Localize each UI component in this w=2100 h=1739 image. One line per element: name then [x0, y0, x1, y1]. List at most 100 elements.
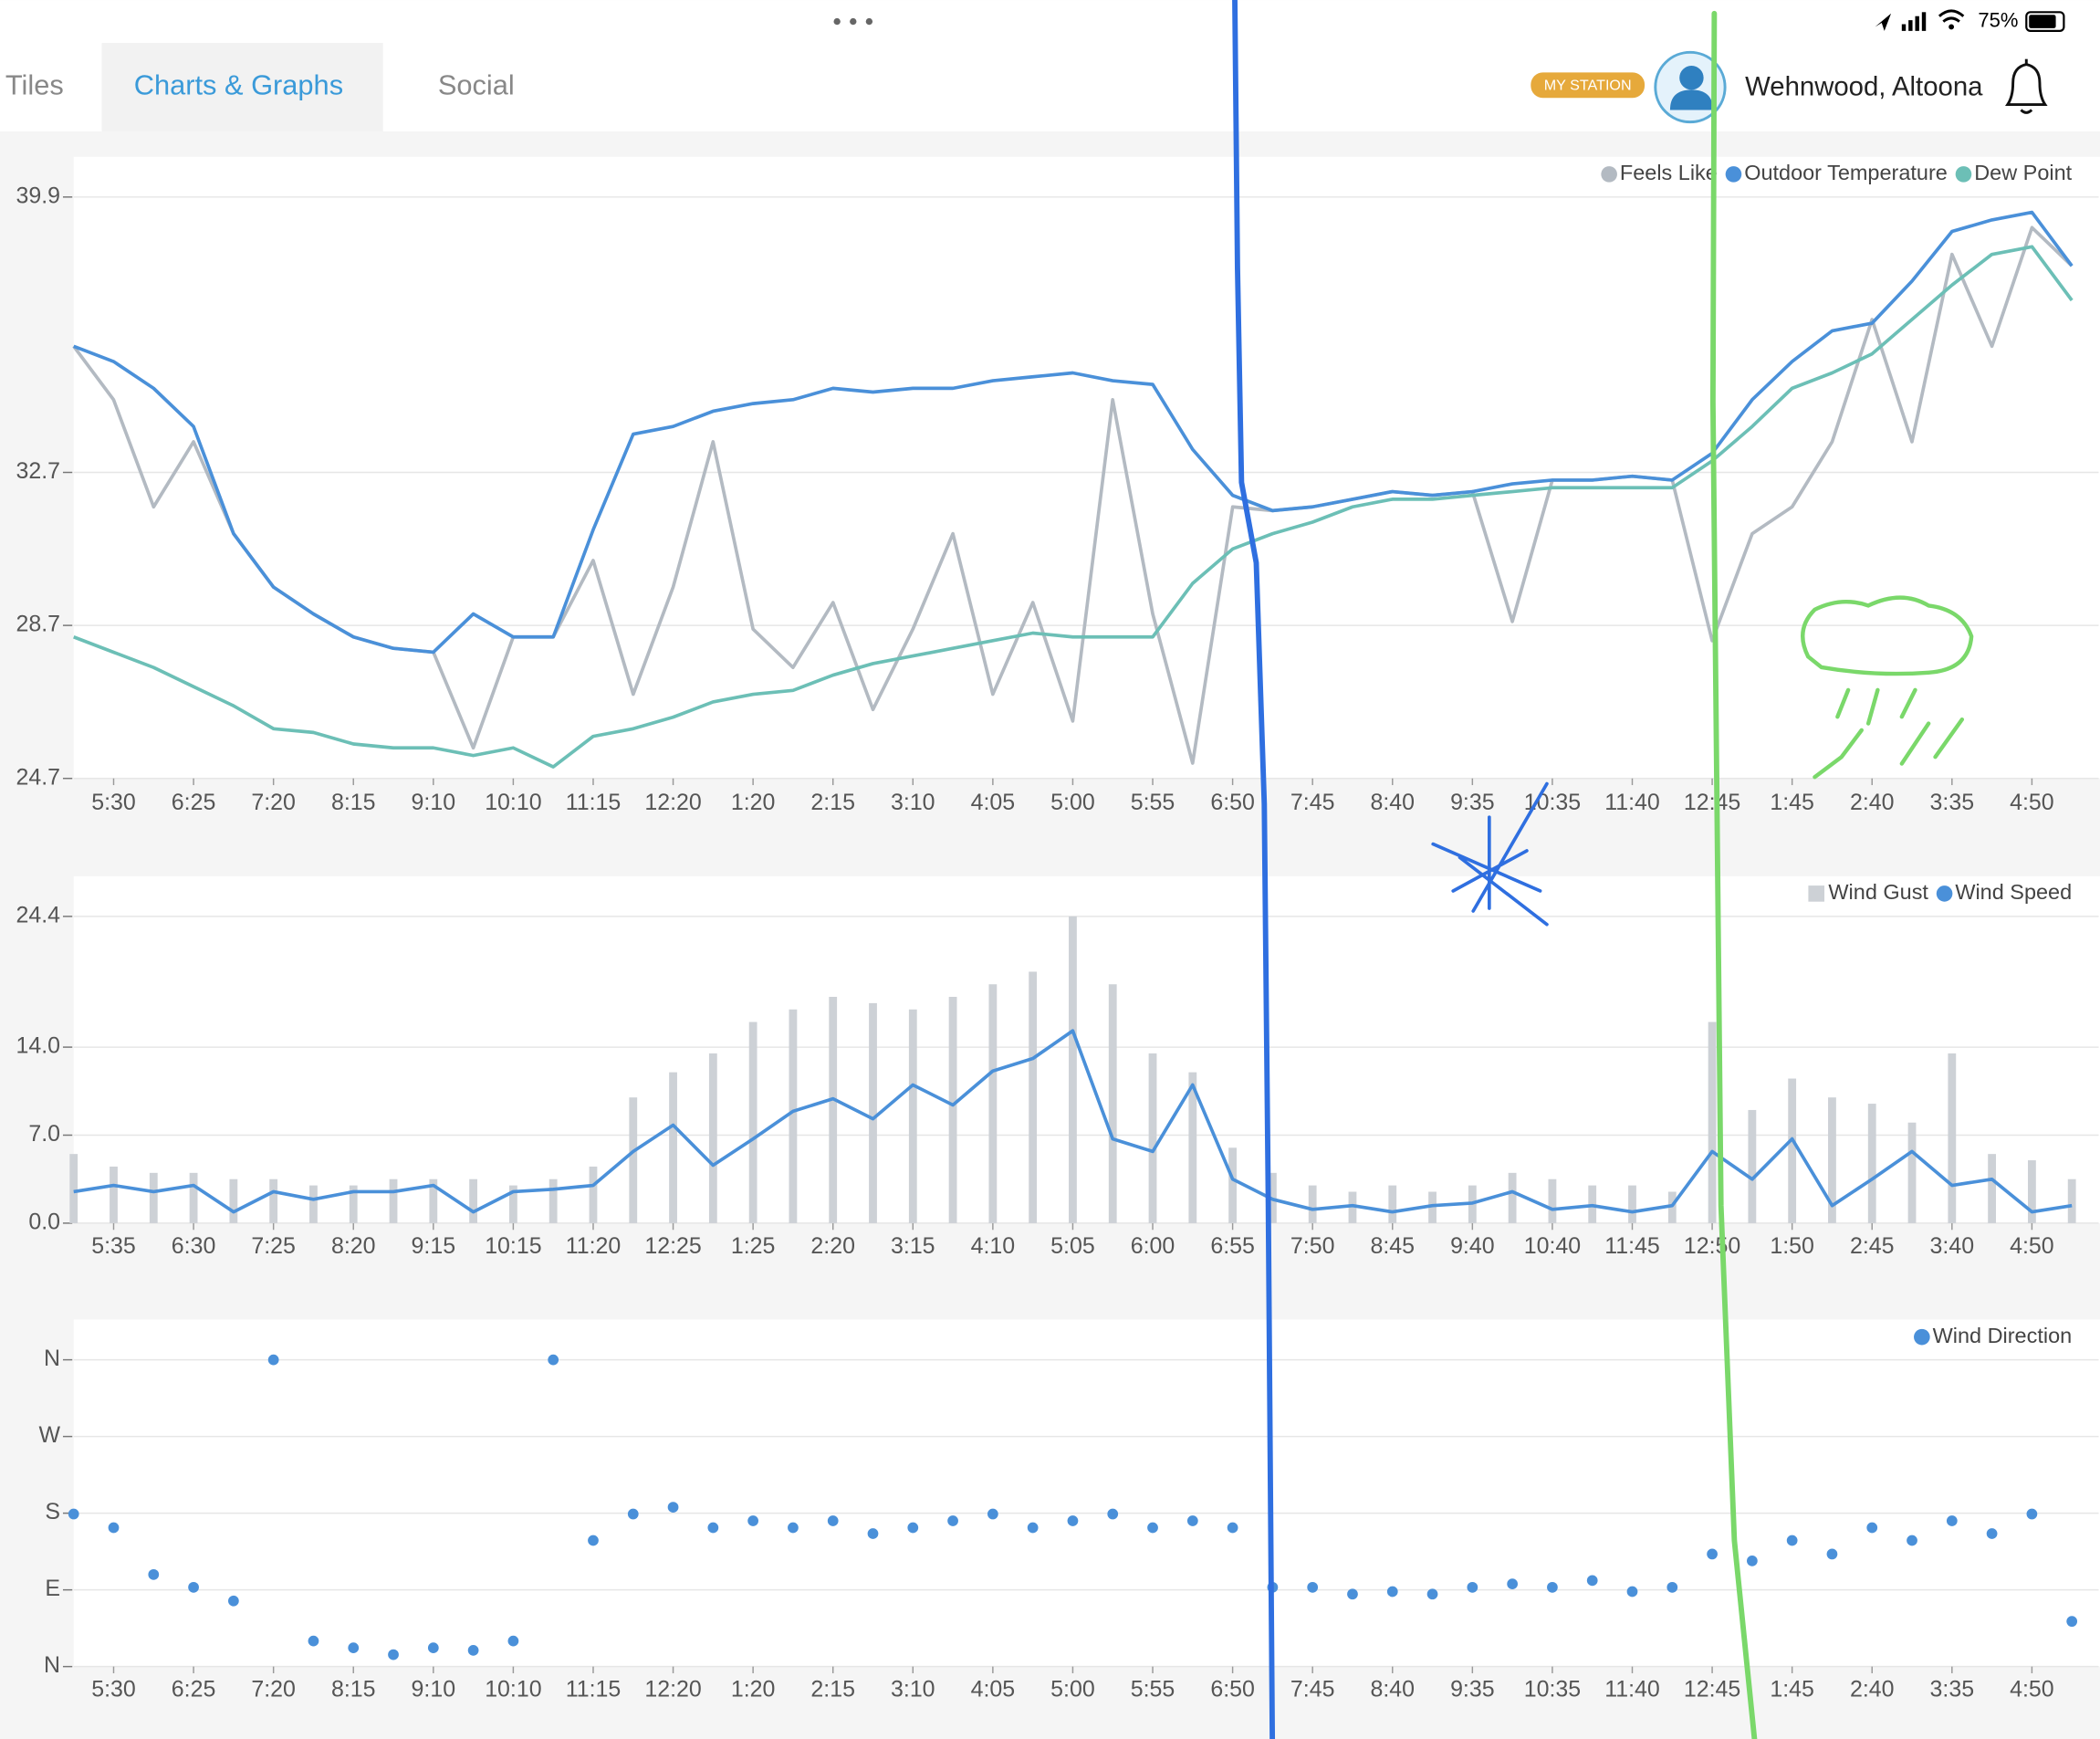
- notification-bell[interactable]: [2005, 58, 2048, 114]
- point: [227, 1595, 239, 1607]
- x-tick-label: 4:10: [971, 1233, 1016, 1259]
- bar: [469, 1179, 478, 1223]
- x-tick-label: 6:50: [1210, 790, 1255, 815]
- location-name[interactable]: Wehnwood, Altoona: [1745, 72, 1983, 102]
- x-tick-label: 1:45: [1770, 1677, 1814, 1702]
- x-tick-label: 4:05: [971, 790, 1016, 815]
- x-tick-label: 11:20: [566, 1233, 622, 1259]
- series-line: [73, 245, 2074, 769]
- point: [1866, 1522, 1878, 1534]
- point: [1786, 1535, 1798, 1546]
- x-tick-label: 12:50: [1684, 1233, 1740, 1259]
- point: [1707, 1548, 1718, 1560]
- legend-marker: [1955, 166, 1972, 183]
- x-tick-label: 3:35: [1930, 1677, 1975, 1702]
- charts: 24.7 28.7 32.7 39.9 5:30 6:25 7:20 8:15 9:10 10:1…: [16, 156, 2100, 1702]
- x-tick-label: 12:20: [644, 790, 701, 815]
- bar: [1788, 1078, 1797, 1223]
- x-tick-label: 12:20: [644, 1677, 701, 1702]
- x-tick-label: 6:00: [1131, 1233, 1175, 1259]
- x-tick-label: 3:10: [891, 1677, 935, 1702]
- x-tick-label: 3:10: [891, 790, 935, 815]
- bar: [1907, 1122, 1917, 1223]
- point: [1626, 1586, 1638, 1598]
- bar: [1188, 1072, 1197, 1223]
- legend-label: Dew Point: [1974, 161, 2072, 184]
- x-tick-label: 4:05: [971, 1677, 1016, 1702]
- point: [188, 1581, 199, 1593]
- hand-annotations: [1232, 0, 1974, 1739]
- point: [588, 1535, 599, 1546]
- x-tick-label: 5:05: [1050, 1233, 1095, 1259]
- point: [867, 1528, 879, 1539]
- x-tick-label: 6:55: [1210, 1233, 1255, 1259]
- bar: [1069, 916, 1077, 1223]
- point: [1467, 1581, 1478, 1593]
- x-tick-label: 7:45: [1290, 790, 1335, 815]
- x-tick-label: 2:40: [1850, 790, 1895, 815]
- legend-marker: [1936, 885, 1953, 902]
- point: [1746, 1556, 1758, 1566]
- x-tick-label: 5:35: [91, 1233, 136, 1259]
- chart: 0.0 7.0 14.0 24.4 5:35 6:30 7:25 8:20 9:15 10:15 1…: [16, 875, 2100, 1259]
- x-tick-label: 2:15: [810, 790, 855, 815]
- bar: [1708, 1021, 1717, 1223]
- x-tick-label: 8:15: [331, 790, 376, 815]
- x-tick-label: 1:45: [1770, 790, 1814, 815]
- x-tick-label: 8:45: [1370, 1233, 1415, 1259]
- point: [1147, 1522, 1158, 1534]
- tab-active[interactable]: Charts & Graphs: [134, 69, 343, 101]
- point: [348, 1642, 360, 1653]
- legend-label: Feels Like: [1620, 161, 1718, 184]
- bar: [429, 1179, 438, 1223]
- point: [707, 1522, 719, 1534]
- bar: [1348, 1191, 1357, 1223]
- avatar[interactable]: [1654, 50, 1727, 124]
- point: [388, 1649, 399, 1660]
- point: [1426, 1588, 1438, 1600]
- tab[interactable]: Social: [438, 69, 515, 101]
- plot-area: [73, 156, 2100, 779]
- x-tick-label: 4:50: [2010, 790, 2054, 815]
- point: [308, 1635, 319, 1647]
- x-tick-label: 12:45: [1684, 1677, 1740, 1702]
- x-tick-label: 6:50: [1210, 1677, 1255, 1702]
- point: [548, 1354, 559, 1366]
- bar: [908, 1009, 917, 1223]
- point: [467, 1645, 479, 1656]
- x-tick-label: 6:25: [172, 1677, 216, 1702]
- point: [1507, 1578, 1519, 1589]
- legend-label: Wind Speed: [1955, 880, 2072, 904]
- point: [1666, 1581, 1678, 1593]
- x-tick-label: 5:00: [1050, 1677, 1095, 1702]
- x-tick-label: 10:10: [485, 1677, 541, 1702]
- x-tick-label: 12:25: [644, 1233, 701, 1259]
- chart: N E S W N 5:30 6:25 7:20 8:15 9:10 10:10 11:15 12:20…: [38, 1319, 2100, 1702]
- bar: [589, 1166, 598, 1223]
- x-tick-label: 7:25: [251, 1233, 296, 1259]
- point: [507, 1635, 519, 1647]
- tab[interactable]: Tiles: [5, 69, 64, 101]
- y-tick-label: 39.9: [16, 183, 60, 208]
- x-tick-label: 5:55: [1131, 790, 1175, 815]
- bar: [829, 997, 838, 1223]
- bar: [110, 1166, 118, 1223]
- bar: [1828, 1097, 1836, 1223]
- legend-label: Outdoor Temperature: [1744, 161, 1948, 184]
- x-tick-label: 1:25: [731, 1233, 776, 1259]
- y-tick-label: 24.7: [16, 764, 60, 790]
- bar: [2027, 1160, 2036, 1223]
- point: [667, 1502, 679, 1513]
- point: [1986, 1528, 1998, 1539]
- point: [1907, 1535, 1917, 1546]
- x-tick-label: 5:30: [91, 790, 136, 815]
- bar: [1988, 1154, 1997, 1223]
- point: [1107, 1508, 1119, 1520]
- y-tick-label: 24.4: [16, 902, 60, 927]
- series-line: [73, 1029, 2073, 1214]
- active-tab-bg: [101, 43, 383, 131]
- legend-marker: [1725, 166, 1742, 183]
- x-tick-label: 7:45: [1290, 1677, 1335, 1702]
